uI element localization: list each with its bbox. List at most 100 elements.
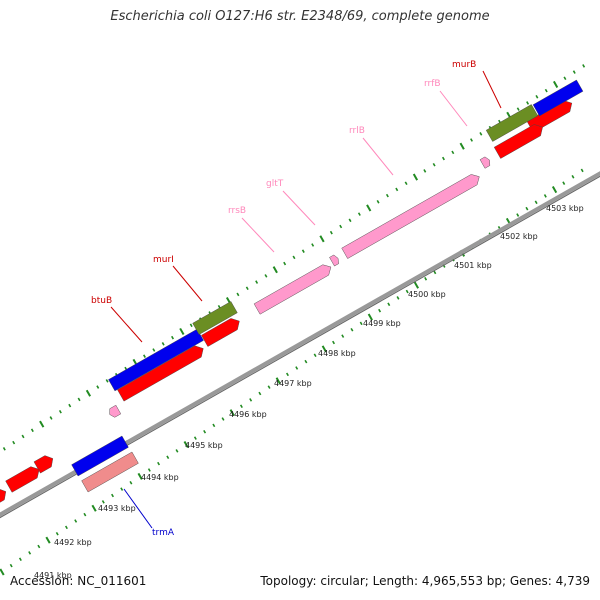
gene-label-rrlB: rrlB	[349, 126, 365, 136]
gene-label-trmA: trmA	[152, 528, 175, 538]
inner-tick	[45, 536, 51, 544]
gene-label-murB: murB	[452, 60, 476, 70]
outer-tick	[516, 107, 520, 111]
inner-tick	[120, 487, 124, 491]
inner-tick	[18, 557, 22, 562]
outer-tick	[311, 243, 315, 247]
genome-summary-text: Topology: circular; Length: 4,965,553 bp…	[260, 574, 590, 588]
trna-feature-shape[interactable]	[107, 404, 122, 419]
outer-tick	[441, 156, 445, 161]
outer-tick	[272, 266, 278, 274]
rrfB-leader	[439, 90, 468, 127]
tick-label: 4491 kbp	[34, 571, 72, 580]
gene-label-btuB: btuB	[91, 296, 112, 306]
rrna-feature[interactable]	[479, 156, 492, 169]
inner-tick	[229, 409, 235, 417]
inner-tick	[571, 175, 575, 179]
outer-tick	[376, 199, 380, 204]
outer-tick	[236, 292, 240, 297]
cds-feature[interactable]	[493, 121, 546, 159]
rrna-feature[interactable]	[341, 171, 483, 259]
inner-tick	[580, 168, 584, 173]
blue-feature-shape[interactable]	[532, 79, 584, 117]
outer-tick	[161, 342, 165, 346]
inner-tick	[111, 493, 114, 498]
blue-feature[interactable]	[71, 435, 129, 477]
btuB-leader	[110, 306, 143, 343]
trna-feature[interactable]	[329, 254, 340, 267]
outer-tick	[432, 162, 436, 167]
blue-feature[interactable]	[532, 79, 584, 117]
cds-feature[interactable]	[117, 343, 207, 402]
inner-tick	[249, 398, 253, 402]
rrna-feature-shape[interactable]	[341, 171, 483, 259]
inner-tick	[295, 366, 299, 370]
inner-tick	[9, 563, 13, 568]
inner-tick	[424, 276, 428, 281]
outer-tick	[404, 181, 408, 186]
trna-feature-shape[interactable]	[329, 254, 340, 267]
outer-tick	[152, 348, 156, 352]
olive-feature[interactable]	[485, 104, 539, 142]
outer-tick	[526, 101, 530, 105]
outer-tick	[366, 204, 372, 212]
trma-feature-shape[interactable]	[81, 451, 139, 493]
outer-tick	[535, 95, 539, 99]
outer-tick	[301, 249, 305, 253]
cds-feature-shape[interactable]	[201, 315, 242, 347]
cds-feature[interactable]	[33, 453, 56, 474]
outer-tick	[348, 218, 352, 223]
blue-feature-shape[interactable]	[71, 435, 129, 477]
inner-tick	[543, 194, 547, 198]
cds-feature-shape[interactable]	[493, 121, 546, 159]
trma-feature[interactable]	[81, 451, 139, 493]
outer-tick	[21, 434, 25, 439]
inner-tick	[37, 544, 41, 549]
backbone-shadow	[0, 175, 600, 519]
blue-feature[interactable]	[108, 328, 204, 392]
tick-label: 4500 kbp	[408, 290, 446, 299]
inner-tick	[83, 512, 87, 517]
scale-tick-labels: 4491 kbp 4492 kbp 4493 kbp 4494 kbp 4495 kbp…	[34, 204, 584, 580]
outer-tick	[283, 261, 287, 266]
outer-tick	[329, 230, 333, 235]
cds-feature-shape[interactable]	[33, 453, 56, 474]
rrna-feature[interactable]	[253, 262, 334, 315]
inner-tick	[55, 531, 59, 536]
rrna-feature-shape[interactable]	[253, 262, 334, 315]
inner-tick	[193, 436, 197, 440]
tick-label: 4493 kbp	[98, 504, 136, 513]
outer-tick	[459, 142, 465, 150]
blue-feature-shape[interactable]	[108, 328, 204, 392]
inner-tick	[175, 449, 179, 453]
tick-label: 4499 kbp	[363, 319, 401, 328]
rrlB-leader	[362, 137, 394, 176]
outer-tick	[470, 138, 473, 142]
murB-leader	[482, 70, 502, 109]
feature-track[interactable]	[0, 79, 584, 507]
outer-tick	[451, 150, 455, 155]
map-title: Escherichia coli O127:H6 str. E2348/69, …	[110, 9, 490, 24]
rrna-feature-shape[interactable]	[479, 156, 492, 169]
olive-feature[interactable]	[192, 301, 238, 335]
tick-label: 4503 kbp	[546, 204, 584, 213]
cds-feature-shape[interactable]	[117, 343, 207, 402]
cds-feature-shape[interactable]	[0, 486, 9, 507]
inner-tick	[387, 302, 391, 307]
olive-feature-shape[interactable]	[192, 301, 238, 335]
outer-tick	[563, 76, 567, 81]
outer-tick	[77, 397, 81, 402]
cds-feature[interactable]	[0, 486, 9, 507]
tick-label: 4496 kbp	[229, 410, 267, 419]
cds-feature[interactable]	[201, 315, 242, 347]
inner-tick	[64, 525, 68, 530]
inner-tick	[137, 472, 143, 480]
olive-feature-shape[interactable]	[485, 104, 539, 142]
trna-feature[interactable]	[107, 404, 122, 419]
genome-backbone	[0, 171, 600, 519]
cds-feature-shape[interactable]	[5, 464, 43, 493]
outer-tick	[582, 64, 586, 68]
inner-tick-track	[0, 168, 584, 576]
cds-feature[interactable]	[5, 464, 43, 493]
